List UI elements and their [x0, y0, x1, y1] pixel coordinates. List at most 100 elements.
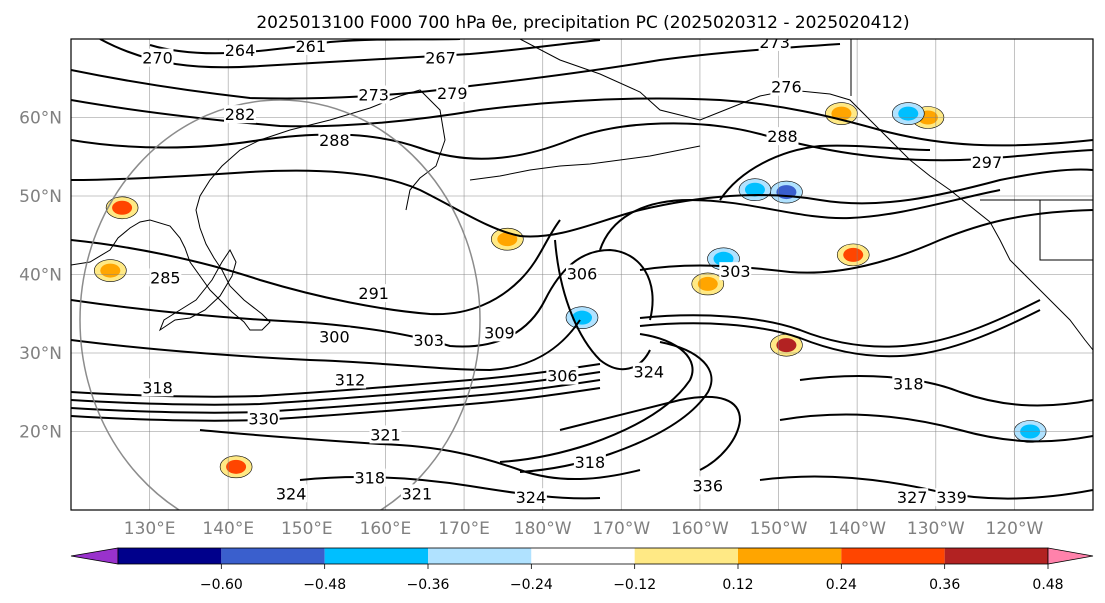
lon-tick-label: 150°E — [281, 519, 333, 539]
precip-patch-core — [226, 459, 247, 474]
contour-line — [71, 122, 1093, 162]
contour-line — [299, 476, 601, 500]
colorbar-segment — [944, 548, 1048, 564]
contour-label-background — [424, 48, 457, 67]
contour-label-background — [357, 284, 390, 303]
lon-tick-label: 170°W — [592, 519, 650, 539]
contour-label: 300 — [319, 327, 350, 346]
contour-label-background — [719, 262, 752, 281]
contour-label: 309 — [484, 323, 515, 342]
colorbar-segments — [70, 547, 1094, 565]
contour-label-background — [369, 425, 402, 444]
contour-label: 303 — [720, 262, 751, 281]
contour-label: 279 — [437, 84, 468, 103]
contour-label: 303 — [413, 331, 444, 350]
contour-label-background — [770, 77, 803, 96]
contour-label: 336 — [693, 476, 724, 495]
colorbar-extend-min — [70, 547, 119, 565]
contour-label-background — [357, 85, 390, 104]
precip-patch-core — [776, 338, 797, 353]
contour-label: 321 — [402, 484, 433, 503]
contour-line — [639, 309, 1041, 358]
contour-label-background — [400, 484, 433, 503]
contour-label: 321 — [370, 425, 401, 444]
contour-label-background — [691, 476, 724, 495]
lon-tick-label: 130°E — [124, 519, 176, 539]
contour-label: 270 — [142, 49, 173, 68]
contour-line — [71, 319, 581, 372]
contour-label: 288 — [319, 131, 350, 150]
contour-label: 312 — [335, 370, 366, 389]
contour-label: 330 — [248, 410, 279, 429]
chart-title: 2025013100 F000 700 hPa θe, precipitatio… — [256, 13, 909, 33]
lat-tick-label: 40°N — [19, 266, 62, 286]
contour-label-background — [318, 327, 351, 346]
contour-line — [779, 413, 1093, 443]
colorbar-tick-label: 0.24 — [826, 577, 857, 593]
contour-label: 276 — [771, 78, 802, 97]
contour-label: 327 — [897, 488, 928, 507]
map-frame — [70, 38, 1094, 511]
contour-line — [719, 144, 931, 201]
lon-tick-label: 140°W — [828, 519, 886, 539]
contour-line — [71, 387, 601, 422]
precip-patch-core — [831, 106, 852, 121]
lon-tick-label: 140°E — [202, 519, 254, 539]
contour-label: 288 — [767, 127, 798, 146]
contour-line — [639, 209, 1093, 274]
colorbar-segment — [118, 548, 222, 564]
contour-line — [639, 299, 1041, 348]
asia-coastline — [71, 89, 446, 331]
contour-label: 282 — [225, 105, 256, 124]
contour-label-background — [892, 374, 925, 393]
colorbar: −0.60 −0.48 −0.36 −0.24 −0.12 0.12 0.24 0.36 0.4… — [70, 547, 1094, 593]
colorbar-segment — [634, 548, 738, 564]
precip-patch-core — [100, 263, 121, 278]
contour-label: 318 — [575, 453, 606, 472]
north-america-border — [850, 39, 1093, 261]
contour-line — [71, 379, 601, 414]
precip-patch-core — [843, 247, 864, 262]
colorbar-tick-labels: −0.60 −0.48 −0.36 −0.24 −0.12 0.12 0.24 0.36 0.4… — [200, 564, 1064, 593]
precip-patch-core — [744, 182, 765, 197]
contour-label: 324 — [276, 484, 307, 503]
lon-tick-label: 160°E — [360, 519, 412, 539]
contour-label: 318 — [893, 374, 924, 393]
contour-label: 324 — [516, 488, 547, 507]
contour-label-background — [935, 488, 968, 507]
lon-tick-label: 120°W — [986, 519, 1044, 539]
aleutian-islands — [469, 145, 701, 181]
contour-label-background — [546, 366, 579, 385]
contour-line — [519, 341, 713, 473]
japan-coastline — [158, 249, 237, 332]
contour-label: 318 — [354, 469, 385, 488]
contour-line — [71, 97, 1093, 147]
contour-label-background — [318, 131, 351, 150]
contour-label-background — [436, 83, 469, 102]
precip-patch-core — [112, 200, 133, 215]
contour-label-background — [483, 323, 516, 342]
contour-label: 306 — [567, 265, 598, 284]
colorbar-tick-label: 0.12 — [722, 577, 753, 593]
lon-tick-label: 150°W — [750, 519, 808, 539]
contour-label: 273 — [759, 33, 790, 52]
contour-line — [71, 219, 561, 316]
lat-tick-label: 50°N — [19, 187, 62, 207]
colorbar-segment — [324, 548, 428, 564]
colorbar-segment — [738, 548, 842, 564]
colorbar-tick-label: −0.36 — [407, 577, 450, 593]
contour-label: 285 — [150, 268, 181, 287]
precip-patch-core — [898, 106, 919, 121]
lon-tick-label: 180°W — [514, 519, 572, 539]
latitude-tick-labels: 60°N 50°N 40°N 30°N 20°N — [19, 109, 62, 443]
contour-label-background — [766, 127, 799, 146]
contour-line — [199, 429, 641, 480]
colorbar-segment — [531, 548, 635, 564]
precip-patch-core — [697, 276, 718, 291]
contour-label: 273 — [358, 86, 389, 105]
colorbar-tick-label: −0.48 — [303, 577, 346, 593]
contour-label-background — [149, 268, 182, 287]
contour-label: 267 — [425, 49, 456, 68]
colorbar-segment — [428, 548, 532, 564]
